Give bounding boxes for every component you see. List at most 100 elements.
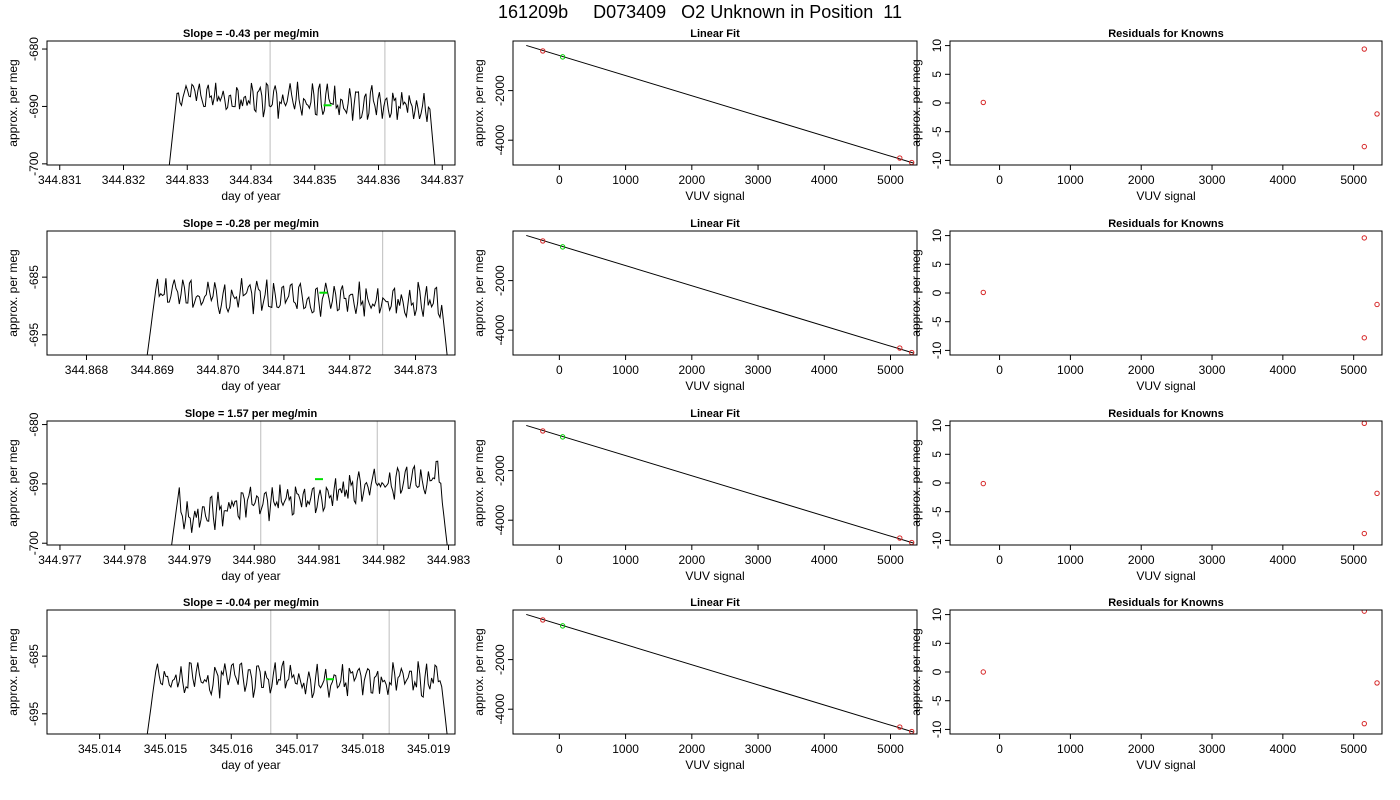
y-tick-label: 5 [930,640,944,647]
y-axis-label: approx. per meg [472,628,486,715]
plot-frame [512,230,918,356]
x-tick-label: 0 [556,742,563,756]
panel-residuals-1: Residuals for Knowns 0 1000 2000 3000 4000 500… [909,28,1383,203]
panel-title: Linear Fit [690,597,740,609]
x-axis-label: day of year [221,569,280,583]
panel-timeseries-4: Slope = -0.04 per meg/min 345.014 345.015 3… [6,597,456,772]
x-tick-label: 3000 [1199,173,1226,187]
x-tick-label: 3000 [745,363,772,377]
y-axis-label: approx. per meg [472,59,486,146]
x-tick-label: 5000 [1340,363,1367,377]
plot-frame [512,40,918,166]
panel-timeseries-2: Slope = -0.28 per meg/min 344.868 344.869 3… [6,218,456,393]
y-tick-label: -2000 [493,455,507,486]
series-trace [146,278,448,355]
y-tick-label: -685 [27,265,41,289]
x-tick-label: 344.833 [166,173,210,187]
figure-title: 161209b D073409 O2 Unknown in Position 1… [498,2,902,22]
x-tick-label: 3000 [1199,363,1226,377]
y-tick-label: 10 [930,39,944,53]
panel-residuals-2: Residuals for Knowns 0 1000 2000 3000 4000 500… [909,218,1383,393]
x-tick-label: 2000 [1128,363,1155,377]
residual-point [1361,143,1367,150]
y-tick-label: -690 [27,472,41,496]
plot-frame [949,230,1383,356]
residual-point [980,289,986,296]
plot-area [168,41,436,165]
x-tick-label: 4000 [1270,742,1297,756]
x-tick-label: 2000 [1128,553,1155,567]
plot-area [526,424,915,545]
x-tick-label: 344.837 [421,173,465,187]
y-tick-label: -5 [930,695,944,706]
y-tick-label: -10 [930,341,944,359]
y-tick-label: -680 [27,412,41,436]
plot-area [980,421,1380,537]
y-tick-label: -4000 [493,315,507,346]
y-axis-label: approx. per meg [909,59,923,146]
plot-area [146,231,448,355]
residual-point [1361,610,1367,614]
x-tick-label: 344.873 [394,363,438,377]
unknown-point [559,434,566,440]
x-tick-label: 5000 [1340,173,1367,187]
known-point [897,155,903,161]
x-axis-label: VUV signal [1136,379,1195,393]
panel-title: Slope = 1.57 per meg/min [185,408,318,420]
x-tick-label: 1000 [1057,363,1084,377]
x-tick-label: 344.870 [196,363,240,377]
known-point [897,345,903,351]
unknown-point [559,54,566,60]
x-tick-label: 345.019 [407,742,451,756]
y-tick-label: -10 [930,531,944,549]
x-tick-label: 344.981 [297,553,341,567]
x-tick-label: 5000 [877,173,904,187]
y-tick-label: -690 [27,94,41,118]
y-tick-label: 10 [930,229,944,243]
y-axis-label: approx. per meg [6,249,20,336]
x-axis-label: day of year [221,379,280,393]
x-tick-label: 345.016 [210,742,254,756]
y-tick-label: -2000 [493,644,507,675]
plot-frame [949,40,1383,166]
x-axis-label: VUV signal [1136,189,1195,203]
x-tick-label: 344.831 [38,173,82,187]
panel-title: Residuals for Knowns [1108,597,1224,609]
panel-fit-3: Linear Fit 0 1000 2000 3000 4000 5000 -2000 -400… [472,408,918,583]
plot-area [146,610,448,734]
known-point [540,617,546,623]
x-tick-label: 345.018 [341,742,385,756]
y-tick-label: -5 [930,506,944,517]
known-point [540,238,546,244]
y-tick-label: -685 [27,644,41,668]
known-point [897,724,903,730]
x-tick-label: 344.978 [103,553,147,567]
plot-frame [46,40,456,166]
x-tick-label: 2000 [1128,173,1155,187]
y-tick-label: -695 [27,701,41,725]
panel-title: Residuals for Knowns [1108,218,1224,230]
panel-residuals-3: Residuals for Knowns 0 1000 2000 3000 4000 500… [909,408,1383,583]
x-tick-label: 344.868 [65,363,109,377]
panel-title: Slope = -0.43 per meg/min [183,28,319,40]
y-tick-label: -695 [27,322,41,346]
y-tick-label: 5 [930,451,944,458]
known-point [540,48,546,54]
x-tick-label: 0 [556,173,563,187]
x-tick-label: 3000 [1199,742,1226,756]
y-tick-label: -10 [930,151,944,169]
x-tick-label: 5000 [1340,553,1367,567]
unknown-point [559,623,566,629]
plot-frame [949,609,1383,735]
y-tick-label: -700 [27,152,41,176]
known-point [897,535,903,541]
x-tick-label: 4000 [811,742,838,756]
x-tick-label: 344.834 [229,173,273,187]
x-tick-label: 344.982 [362,553,406,567]
plot-area [526,613,915,734]
residual-point [1374,111,1380,117]
panel-fit-2: Linear Fit 0 1000 2000 3000 4000 5000 -2000 -400… [472,218,918,393]
residual-point [980,480,986,487]
x-tick-label: 345.017 [275,742,319,756]
